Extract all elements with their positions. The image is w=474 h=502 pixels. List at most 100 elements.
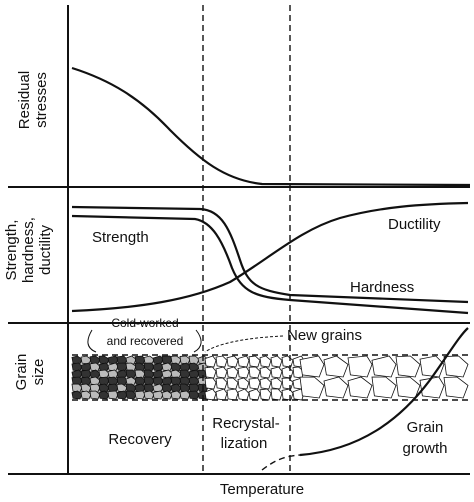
grain (161, 362, 173, 372)
grain (89, 390, 101, 400)
grain (281, 377, 294, 390)
grain (237, 366, 250, 379)
ductility-curve (71, 201, 469, 313)
grain (107, 369, 119, 379)
grain (89, 376, 101, 386)
grain (323, 355, 349, 378)
grain (270, 366, 283, 379)
grain (98, 383, 110, 393)
grain (281, 355, 294, 368)
grain (419, 376, 445, 399)
grain (107, 383, 119, 393)
grain (226, 377, 239, 390)
grain (188, 376, 200, 386)
grain (179, 355, 191, 365)
grain-growth-curve (299, 327, 469, 457)
grain (215, 355, 228, 368)
grain (161, 355, 173, 365)
grain (125, 355, 137, 365)
grain (161, 390, 173, 400)
grain (347, 355, 373, 378)
grain (71, 362, 83, 372)
grain (107, 390, 119, 400)
grain (215, 388, 228, 401)
stage-label: growth (402, 440, 447, 457)
grain (347, 376, 373, 399)
stage-label: Recrystal- (212, 415, 280, 432)
grain (89, 383, 101, 393)
grain (259, 377, 272, 390)
grain-label: New grains (287, 327, 362, 344)
grain (226, 366, 239, 379)
grain (395, 376, 421, 399)
axis-label: size (30, 359, 47, 386)
grain (170, 390, 182, 400)
grain (116, 376, 128, 386)
grain (395, 355, 421, 378)
grain (89, 369, 101, 379)
residual-stress-curve (71, 66, 471, 187)
axis-label-group: Residual stresses Strength, hardness, du… (3, 71, 54, 391)
axis-label: Grain (13, 354, 30, 391)
grain (248, 388, 261, 401)
grain (170, 383, 182, 393)
grain (152, 376, 164, 386)
grain (215, 366, 228, 379)
grain (134, 376, 146, 386)
curve-label: Ductility (388, 216, 441, 233)
grain (152, 355, 164, 365)
axis-label: stresses (33, 72, 50, 128)
stage-label: Grain (407, 419, 444, 436)
grain (125, 390, 137, 400)
grain (134, 355, 146, 365)
curve-label: Strength (92, 229, 149, 246)
axis-label: Residual (16, 71, 33, 129)
grain (134, 369, 146, 379)
stage-label: Recovery (108, 431, 172, 448)
grain (188, 362, 200, 372)
grain (226, 355, 239, 368)
grain (71, 383, 83, 393)
grain (71, 390, 83, 400)
grain (179, 383, 191, 393)
grain (443, 355, 469, 378)
grain (259, 388, 272, 401)
grain (107, 362, 119, 372)
grain (188, 355, 200, 365)
grain (80, 355, 92, 365)
grain (170, 376, 182, 386)
grain (270, 355, 283, 368)
grain (299, 376, 325, 399)
grain (299, 355, 325, 378)
grain (419, 355, 445, 378)
grain (143, 390, 155, 400)
grain (125, 376, 137, 386)
grain (143, 355, 155, 365)
grain (71, 376, 83, 386)
grain (188, 390, 200, 400)
grain (98, 362, 110, 372)
grain (80, 369, 92, 379)
curve-label: Hardness (350, 279, 414, 296)
grain-label: and recovered (107, 334, 184, 348)
grain (89, 362, 101, 372)
grain (170, 355, 182, 365)
grain (161, 376, 173, 386)
grain (371, 376, 397, 399)
grain (237, 388, 250, 401)
grain (107, 376, 119, 386)
grain (204, 366, 217, 379)
grain-growth-curve (261, 454, 301, 471)
grain (71, 369, 83, 379)
grain (116, 383, 128, 393)
grain (237, 377, 250, 390)
grain (443, 376, 469, 399)
grain (188, 383, 200, 393)
axis-label: ductility (37, 224, 54, 275)
grain (98, 390, 110, 400)
grain (259, 355, 272, 368)
grain (80, 376, 92, 386)
bracket (87, 329, 202, 353)
grain (125, 369, 137, 379)
